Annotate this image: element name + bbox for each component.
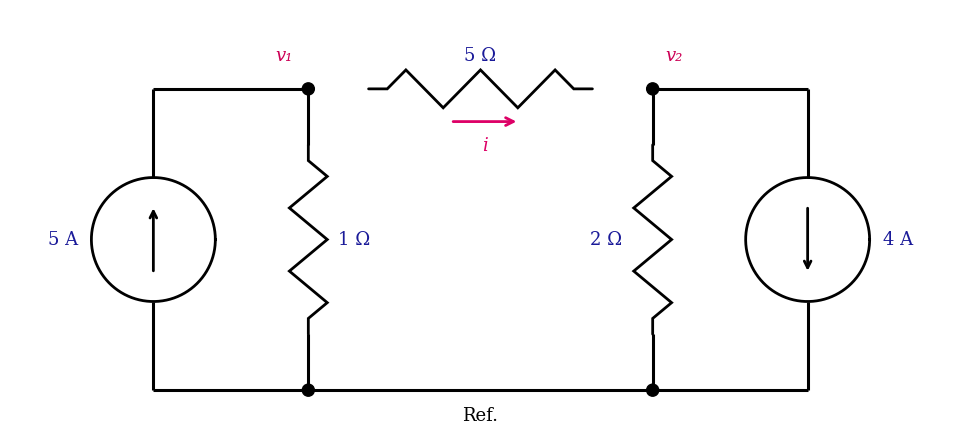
Text: v₂: v₂ — [666, 47, 683, 65]
Circle shape — [647, 83, 658, 95]
Text: 4 A: 4 A — [883, 231, 913, 249]
Text: 5 Ω: 5 Ω — [464, 47, 497, 65]
Text: 1 Ω: 1 Ω — [338, 231, 371, 249]
Circle shape — [303, 83, 314, 95]
Circle shape — [647, 384, 658, 396]
Circle shape — [303, 384, 314, 396]
Text: 5 A: 5 A — [48, 231, 78, 249]
Text: 2 Ω: 2 Ω — [590, 231, 623, 249]
Text: Ref.: Ref. — [462, 407, 499, 425]
Text: v₁: v₁ — [276, 47, 293, 65]
Text: i: i — [481, 137, 487, 155]
